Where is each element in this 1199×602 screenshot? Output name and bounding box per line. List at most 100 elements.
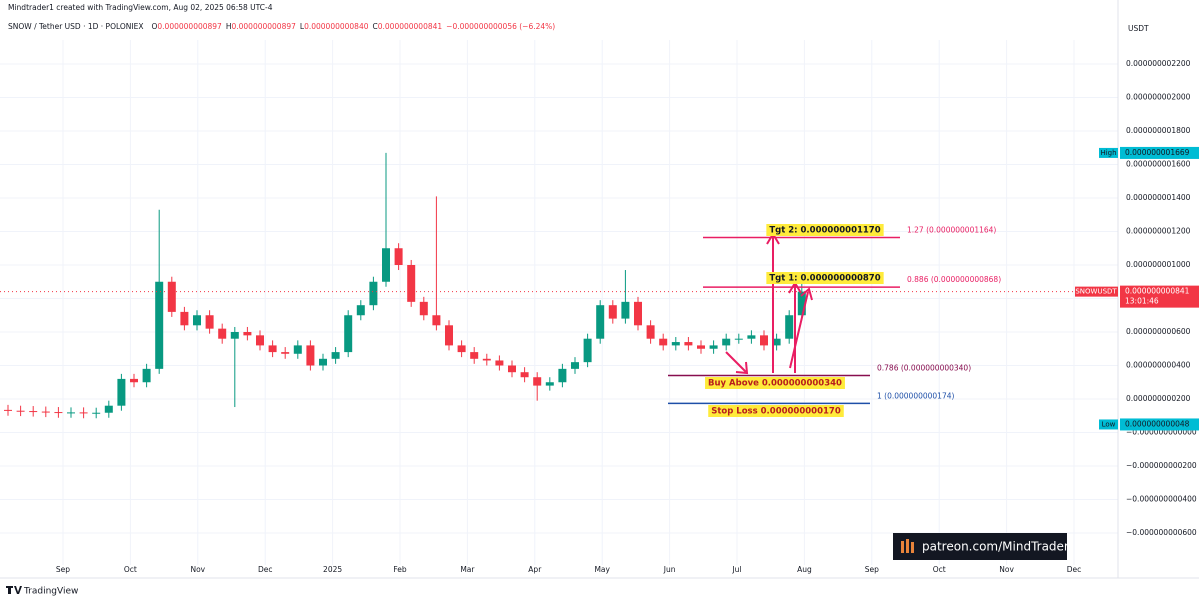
candle-body xyxy=(180,311,189,326)
watermark-icon xyxy=(901,541,904,553)
candle-body xyxy=(797,291,806,316)
candle-body xyxy=(155,281,164,369)
watermark-icon xyxy=(911,542,914,553)
x-tick-label: Aug xyxy=(797,565,812,574)
marker-value-box xyxy=(1120,418,1199,431)
marker-name-box xyxy=(1099,147,1118,158)
fib-label: 1 (0.000000000174) xyxy=(877,391,954,400)
marker-name: Low xyxy=(1102,420,1116,428)
candle-body xyxy=(495,360,504,366)
candle-body xyxy=(344,315,353,353)
candle-body xyxy=(92,412,101,414)
marker-value-box xyxy=(1120,146,1199,159)
legend-key: L xyxy=(300,22,305,31)
candle-body xyxy=(722,338,731,346)
countdown: 13:01:46 xyxy=(1125,297,1159,306)
candle-body xyxy=(16,410,25,412)
candle-body xyxy=(356,305,365,316)
candle-body xyxy=(760,335,768,346)
candle-body xyxy=(142,368,151,383)
candle-body xyxy=(709,345,718,349)
candle-body xyxy=(684,342,693,346)
callout: Stop Loss 0.000000000170 xyxy=(708,405,844,417)
marker-name: High xyxy=(1100,149,1116,157)
x-tick-label: Nov xyxy=(999,565,1014,574)
candle-body xyxy=(243,331,252,336)
candle-body xyxy=(193,315,201,326)
x-tick-label: Mar xyxy=(460,565,475,574)
candle-body xyxy=(369,281,378,306)
candle-body xyxy=(470,352,479,359)
callout-text: Tgt 1: 0.000000000870 xyxy=(769,274,880,284)
arrow-head xyxy=(735,361,749,375)
candle-body xyxy=(646,325,655,339)
callout: Tgt 1: 0.000000000870 xyxy=(766,272,884,284)
candle-body xyxy=(533,377,542,386)
y-tick-label: −0.000000000600 xyxy=(1126,528,1197,537)
candle-body xyxy=(394,248,403,265)
arrow xyxy=(725,351,747,373)
candle-body xyxy=(281,352,290,354)
candle-body xyxy=(218,328,227,339)
legend-value: 0.000000000897 xyxy=(231,22,296,31)
candle-body xyxy=(445,325,453,346)
symbol-badge xyxy=(1075,286,1118,297)
candle-body xyxy=(117,378,126,406)
callout: Tgt 2: 0.000000001170 xyxy=(766,224,884,236)
candle-body xyxy=(508,365,516,373)
watermark: patreon.com/MindTrader xyxy=(893,533,1069,560)
x-tick-label: May xyxy=(594,565,610,574)
logo-icon xyxy=(6,586,22,594)
fib-label: 0.786 (0.000000000340) xyxy=(877,364,971,373)
symbol-title: SNOW / Tether USD · 1D · POLONIEX xyxy=(8,22,144,31)
candle-body xyxy=(54,412,63,414)
arrows xyxy=(725,232,813,375)
candle-body xyxy=(520,372,529,378)
legend-value: 0.000000000897 xyxy=(157,22,222,31)
candle-body xyxy=(571,362,579,369)
candle-body xyxy=(583,338,592,363)
y-tick-label: 0.000000001000 xyxy=(1126,260,1191,269)
callout-text: Buy Above 0.000000000340 xyxy=(708,379,842,389)
watermark-icon xyxy=(906,539,909,553)
candle-body xyxy=(558,368,567,383)
callout-box xyxy=(708,405,844,417)
arrow xyxy=(789,291,809,369)
legend-key: C xyxy=(373,22,378,31)
candle-body xyxy=(457,345,466,353)
x-tick-label: Jul xyxy=(731,565,741,574)
x-tick-label: Nov xyxy=(190,565,205,574)
candle-body xyxy=(382,248,390,282)
plot-area xyxy=(4,152,806,419)
footer-logo: TradingView xyxy=(6,586,78,597)
grid xyxy=(0,40,1118,565)
candle-body xyxy=(306,345,315,366)
callout-box xyxy=(705,377,845,389)
axis-unit: USDT xyxy=(1128,24,1149,33)
candle-body xyxy=(331,352,340,359)
callout: Buy Above 0.000000000340 xyxy=(705,377,845,389)
last-price-label: 0.000000000841 xyxy=(1125,287,1190,296)
y-tick-label: −0.000000000200 xyxy=(1126,461,1197,470)
candle-body xyxy=(785,315,794,339)
y-tick-label: 0.000000002000 xyxy=(1126,92,1191,101)
candle-body xyxy=(772,338,781,346)
candle-body xyxy=(67,412,75,414)
fib-label: 0.886 (0.000000000868) xyxy=(907,275,1001,284)
candle-body xyxy=(256,335,264,346)
candle-body xyxy=(671,342,680,346)
candle-body xyxy=(79,412,88,414)
candle-body xyxy=(104,405,113,413)
callout-box xyxy=(766,224,884,236)
y-tick-label: 0.000000000200 xyxy=(1126,394,1191,403)
x-tick-label: Dec xyxy=(1067,565,1082,574)
marker-name-box xyxy=(1099,419,1118,430)
x-tick-label: Jun xyxy=(663,565,676,574)
legend-value: 0.000000000841 xyxy=(378,22,443,31)
candle-body xyxy=(621,301,630,319)
y-tick-label: 0.000000001200 xyxy=(1126,226,1191,235)
candle-body xyxy=(482,358,491,361)
y-tick-label: 0.000000000400 xyxy=(1126,360,1191,369)
candle-body xyxy=(41,411,50,413)
candle-body xyxy=(167,281,176,312)
